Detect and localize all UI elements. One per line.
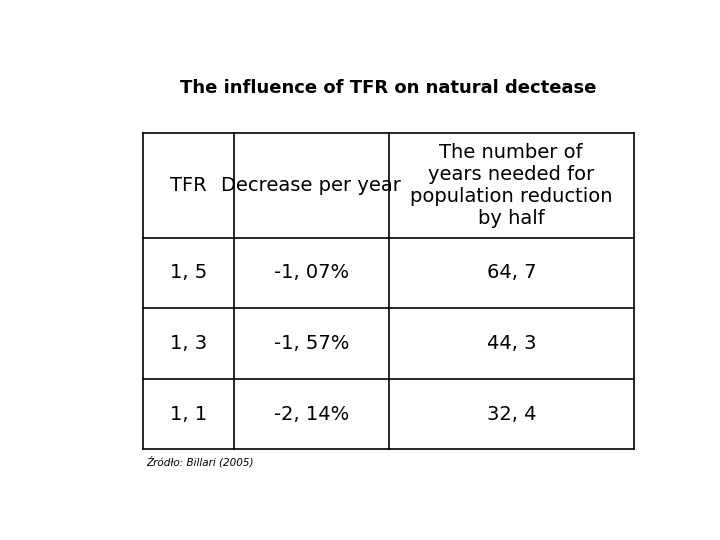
- Text: 44, 3: 44, 3: [487, 334, 536, 353]
- Text: Źródło: Billari (2005): Źródło: Billari (2005): [145, 456, 253, 467]
- Text: 1, 3: 1, 3: [170, 334, 207, 353]
- Text: 32, 4: 32, 4: [487, 404, 536, 423]
- Text: The number of
years needed for
population reduction
by half: The number of years needed for populatio…: [410, 143, 613, 228]
- Text: 64, 7: 64, 7: [487, 264, 536, 282]
- Text: 1, 1: 1, 1: [170, 404, 207, 423]
- Text: Decrease per year: Decrease per year: [221, 176, 401, 195]
- Text: -2, 14%: -2, 14%: [274, 404, 348, 423]
- Text: TFR: TFR: [170, 176, 207, 195]
- Text: -1, 07%: -1, 07%: [274, 264, 348, 282]
- Text: 1, 5: 1, 5: [170, 264, 207, 282]
- Text: The influence of TFR on natural dectease: The influence of TFR on natural dectease: [180, 79, 597, 97]
- Text: -1, 57%: -1, 57%: [274, 334, 349, 353]
